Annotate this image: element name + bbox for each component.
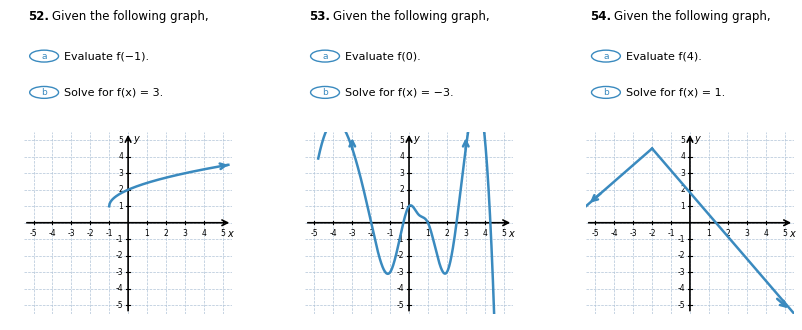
Text: y: y bbox=[133, 135, 139, 145]
Text: b: b bbox=[603, 88, 609, 97]
Text: 2: 2 bbox=[399, 185, 404, 194]
Text: -2: -2 bbox=[648, 228, 656, 238]
Text: -5: -5 bbox=[592, 228, 599, 238]
Text: 5: 5 bbox=[221, 228, 225, 238]
Text: -1: -1 bbox=[397, 235, 404, 244]
Text: -5: -5 bbox=[115, 301, 124, 310]
Text: 54.: 54. bbox=[590, 10, 611, 23]
Text: 4: 4 bbox=[482, 228, 487, 238]
Text: x: x bbox=[789, 229, 795, 239]
Text: x: x bbox=[508, 229, 514, 239]
Text: 1: 1 bbox=[144, 228, 149, 238]
Text: 3: 3 bbox=[399, 169, 404, 178]
Text: 52.: 52. bbox=[28, 10, 49, 23]
Text: Evaluate f(0).: Evaluate f(0). bbox=[345, 51, 421, 61]
Text: Given the following graph,: Given the following graph, bbox=[333, 10, 490, 23]
Text: -1: -1 bbox=[667, 228, 674, 238]
Text: -2: -2 bbox=[87, 228, 94, 238]
Text: 5: 5 bbox=[782, 228, 787, 238]
Text: -1: -1 bbox=[387, 228, 394, 238]
Text: 4: 4 bbox=[399, 152, 404, 161]
Text: 5: 5 bbox=[119, 136, 124, 145]
Text: 3: 3 bbox=[744, 228, 749, 238]
Text: a: a bbox=[322, 51, 328, 61]
Text: 4: 4 bbox=[201, 228, 206, 238]
Text: b: b bbox=[41, 88, 47, 97]
Text: 2: 2 bbox=[725, 228, 730, 238]
Text: 5: 5 bbox=[501, 228, 506, 238]
Text: 53.: 53. bbox=[309, 10, 330, 23]
Text: 1: 1 bbox=[680, 202, 685, 211]
Text: Evaluate f(−1).: Evaluate f(−1). bbox=[64, 51, 149, 61]
Text: 2: 2 bbox=[119, 185, 124, 194]
Text: 2: 2 bbox=[164, 228, 168, 238]
Text: 2: 2 bbox=[680, 185, 685, 194]
Text: Evaluate f(4).: Evaluate f(4). bbox=[626, 51, 702, 61]
Text: 3: 3 bbox=[182, 228, 188, 238]
Text: 4: 4 bbox=[119, 152, 124, 161]
Text: -2: -2 bbox=[678, 251, 685, 260]
Text: Solve for f(x) = −3.: Solve for f(x) = −3. bbox=[345, 87, 454, 97]
Text: 4: 4 bbox=[764, 228, 768, 238]
Text: 1: 1 bbox=[399, 202, 404, 211]
Text: y: y bbox=[414, 135, 419, 145]
Text: 5: 5 bbox=[680, 136, 685, 145]
Text: 4: 4 bbox=[680, 152, 685, 161]
Text: -2: -2 bbox=[115, 251, 124, 260]
Text: -4: -4 bbox=[610, 228, 618, 238]
Text: 1: 1 bbox=[119, 202, 124, 211]
Text: 1: 1 bbox=[707, 228, 711, 238]
Text: -5: -5 bbox=[310, 228, 318, 238]
Text: -5: -5 bbox=[397, 301, 404, 310]
Text: 1: 1 bbox=[426, 228, 431, 238]
Text: x: x bbox=[228, 229, 233, 239]
Text: a: a bbox=[603, 51, 609, 61]
Text: 3: 3 bbox=[464, 228, 468, 238]
Text: -1: -1 bbox=[105, 228, 113, 238]
Text: -1: -1 bbox=[678, 235, 685, 244]
Text: -3: -3 bbox=[397, 268, 404, 277]
Text: Given the following graph,: Given the following graph, bbox=[52, 10, 209, 23]
Text: -5: -5 bbox=[30, 228, 38, 238]
Text: -2: -2 bbox=[397, 251, 404, 260]
Text: -3: -3 bbox=[630, 228, 637, 238]
Text: -1: -1 bbox=[115, 235, 124, 244]
Text: -4: -4 bbox=[397, 284, 404, 293]
Text: -3: -3 bbox=[115, 268, 124, 277]
Text: 5: 5 bbox=[399, 136, 404, 145]
Text: -4: -4 bbox=[330, 228, 337, 238]
Text: 3: 3 bbox=[119, 169, 124, 178]
Text: Given the following graph,: Given the following graph, bbox=[614, 10, 771, 23]
Text: -5: -5 bbox=[678, 301, 685, 310]
Text: -2: -2 bbox=[367, 228, 375, 238]
Text: b: b bbox=[322, 88, 328, 97]
Text: -3: -3 bbox=[348, 228, 356, 238]
Text: a: a bbox=[42, 51, 47, 61]
Text: -3: -3 bbox=[678, 268, 685, 277]
Text: -3: -3 bbox=[67, 228, 75, 238]
Text: y: y bbox=[695, 135, 700, 145]
Text: 3: 3 bbox=[680, 169, 685, 178]
Text: -4: -4 bbox=[49, 228, 56, 238]
Text: -4: -4 bbox=[115, 284, 124, 293]
Text: -4: -4 bbox=[678, 284, 685, 293]
Text: Solve for f(x) = 3.: Solve for f(x) = 3. bbox=[64, 87, 164, 97]
Text: 2: 2 bbox=[444, 228, 449, 238]
Text: Solve for f(x) = 1.: Solve for f(x) = 1. bbox=[626, 87, 725, 97]
